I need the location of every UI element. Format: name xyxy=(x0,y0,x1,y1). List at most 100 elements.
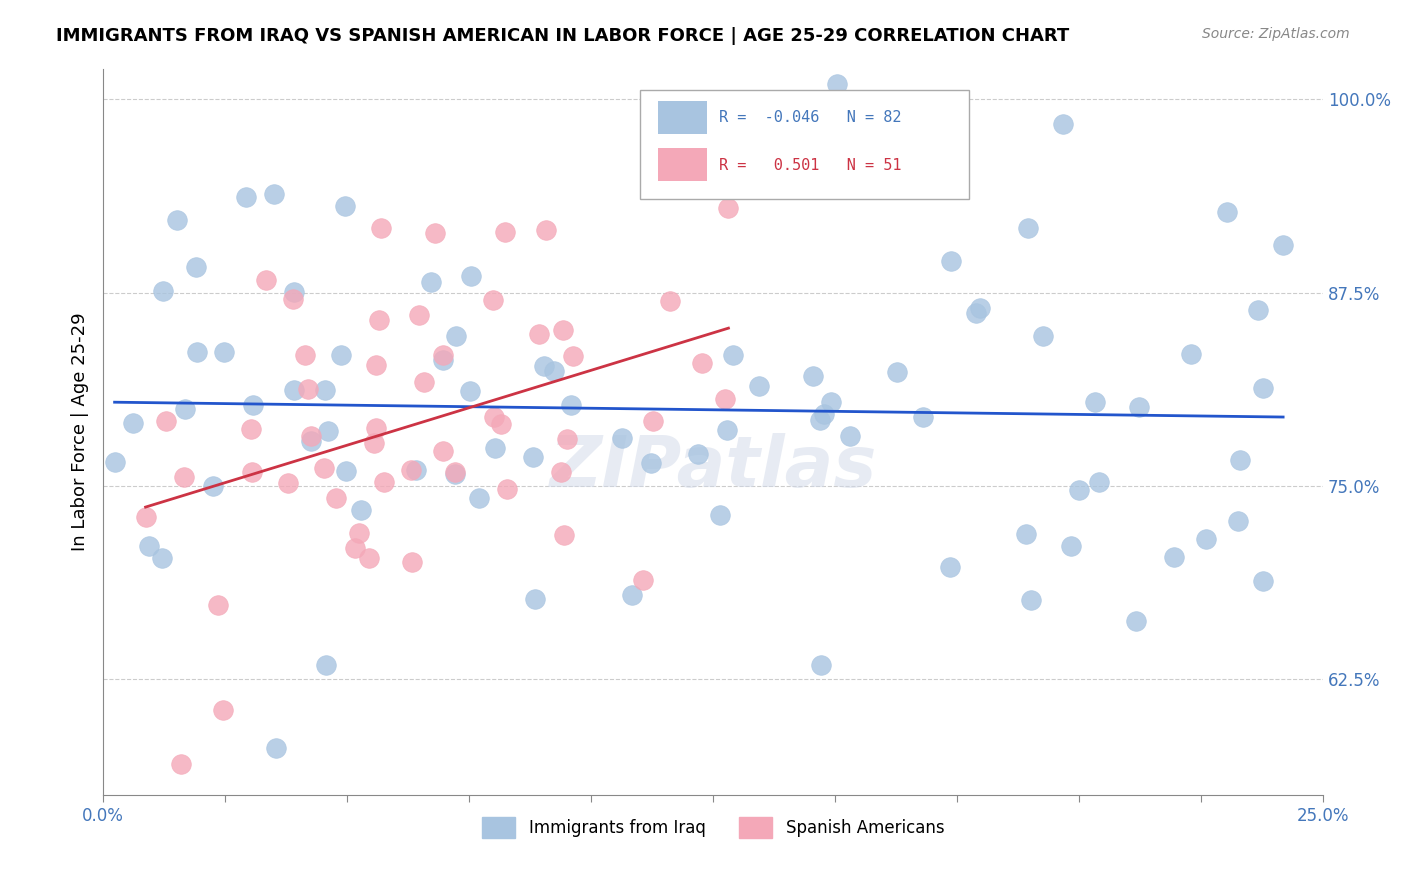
Immigrants from Iraq xyxy=(316,424,339,438)
Immigrants from Iraq xyxy=(803,369,825,384)
Spanish Americans xyxy=(551,323,574,337)
Immigrants from Iraq xyxy=(1088,475,1111,489)
Spanish Americans xyxy=(364,421,387,435)
Spanish Americans xyxy=(481,293,503,307)
Spanish Americans xyxy=(239,422,262,436)
Spanish Americans xyxy=(254,273,277,287)
Immigrants from Iraq xyxy=(709,508,731,522)
Immigrants from Iraq xyxy=(533,359,555,374)
Immigrants from Iraq xyxy=(612,431,634,445)
FancyBboxPatch shape xyxy=(658,148,707,181)
Immigrants from Iraq xyxy=(969,301,991,315)
Immigrants from Iraq xyxy=(825,77,848,91)
Immigrants from Iraq xyxy=(186,260,208,274)
Spanish Americans xyxy=(363,436,385,450)
Immigrants from Iraq xyxy=(174,402,197,417)
Immigrants from Iraq xyxy=(468,491,491,505)
Immigrants from Iraq xyxy=(1215,204,1237,219)
Spanish Americans xyxy=(373,475,395,489)
Immigrants from Iraq xyxy=(458,384,481,399)
Immigrants from Iraq xyxy=(621,588,644,602)
Spanish Americans xyxy=(343,541,366,555)
Spanish Americans xyxy=(401,555,423,569)
Spanish Americans xyxy=(717,201,740,215)
Spanish Americans xyxy=(432,444,454,458)
Immigrants from Iraq xyxy=(523,592,546,607)
Spanish Americans xyxy=(399,463,422,477)
Spanish Americans xyxy=(494,225,516,239)
Spanish Americans xyxy=(692,356,714,370)
Immigrants from Iraq xyxy=(813,407,835,421)
Spanish Americans xyxy=(347,526,370,541)
Immigrants from Iraq xyxy=(939,254,962,268)
Immigrants from Iraq xyxy=(138,539,160,553)
Text: ZIPatlas: ZIPatlas xyxy=(550,434,877,502)
Immigrants from Iraq xyxy=(152,285,174,299)
Immigrants from Iraq xyxy=(443,467,465,482)
Immigrants from Iraq xyxy=(103,455,125,469)
Immigrants from Iraq xyxy=(1180,347,1202,361)
Immigrants from Iraq xyxy=(1229,453,1251,467)
Spanish Americans xyxy=(240,465,263,479)
Spanish Americans xyxy=(170,756,193,771)
Spanish Americans xyxy=(325,491,347,505)
Immigrants from Iraq xyxy=(560,398,582,412)
Immigrants from Iraq xyxy=(242,399,264,413)
Immigrants from Iraq xyxy=(686,447,709,461)
Spanish Americans xyxy=(370,220,392,235)
Immigrants from Iraq xyxy=(283,285,305,300)
Immigrants from Iraq xyxy=(1017,220,1039,235)
Spanish Americans xyxy=(299,429,322,443)
Immigrants from Iraq xyxy=(150,550,173,565)
Spanish Americans xyxy=(444,465,467,479)
Immigrants from Iraq xyxy=(1226,514,1249,528)
Immigrants from Iraq xyxy=(1247,302,1270,317)
Immigrants from Iraq xyxy=(1251,574,1274,588)
Spanish Americans xyxy=(432,348,454,362)
Immigrants from Iraq xyxy=(121,416,143,430)
Immigrants from Iraq xyxy=(721,348,744,362)
Spanish Americans xyxy=(155,414,177,428)
Spanish Americans xyxy=(135,509,157,524)
Immigrants from Iraq xyxy=(350,502,373,516)
Spanish Americans xyxy=(207,598,229,612)
Spanish Americans xyxy=(277,475,299,490)
Immigrants from Iraq xyxy=(1251,380,1274,394)
Immigrants from Iraq xyxy=(460,268,482,283)
Immigrants from Iraq xyxy=(202,478,225,492)
Immigrants from Iraq xyxy=(1067,483,1090,497)
Immigrants from Iraq xyxy=(1052,117,1074,131)
Immigrants from Iraq xyxy=(820,395,842,409)
Spanish Americans xyxy=(312,461,335,475)
Immigrants from Iraq xyxy=(938,560,960,574)
Text: IMMIGRANTS FROM IRAQ VS SPANISH AMERICAN IN LABOR FORCE | AGE 25-29 CORRELATION : IMMIGRANTS FROM IRAQ VS SPANISH AMERICAN… xyxy=(56,27,1070,45)
Spanish Americans xyxy=(496,483,519,497)
Immigrants from Iraq xyxy=(1195,532,1218,546)
Spanish Americans xyxy=(423,227,446,241)
Immigrants from Iraq xyxy=(543,364,565,378)
Immigrants from Iraq xyxy=(214,345,236,359)
Spanish Americans xyxy=(359,550,381,565)
Immigrants from Iraq xyxy=(314,383,336,397)
Immigrants from Iraq xyxy=(299,434,322,449)
Spanish Americans xyxy=(489,417,512,431)
Immigrants from Iraq xyxy=(330,348,353,362)
Immigrants from Iraq xyxy=(1084,394,1107,409)
Spanish Americans xyxy=(366,358,388,372)
Immigrants from Iraq xyxy=(839,429,862,443)
Legend: Immigrants from Iraq, Spanish Americans: Immigrants from Iraq, Spanish Americans xyxy=(475,811,950,845)
Immigrants from Iraq xyxy=(1125,614,1147,628)
Text: Source: ZipAtlas.com: Source: ZipAtlas.com xyxy=(1202,27,1350,41)
Spanish Americans xyxy=(212,703,235,717)
Spanish Americans xyxy=(553,528,575,542)
Spanish Americans xyxy=(631,573,654,587)
Spanish Americans xyxy=(714,392,737,406)
FancyBboxPatch shape xyxy=(640,90,969,199)
Immigrants from Iraq xyxy=(522,450,544,465)
Immigrants from Iraq xyxy=(264,741,287,756)
Spanish Americans xyxy=(413,375,436,389)
Spanish Americans xyxy=(408,308,430,322)
Spanish Americans xyxy=(294,348,316,362)
Immigrants from Iraq xyxy=(716,423,738,437)
Immigrants from Iraq xyxy=(965,306,987,320)
